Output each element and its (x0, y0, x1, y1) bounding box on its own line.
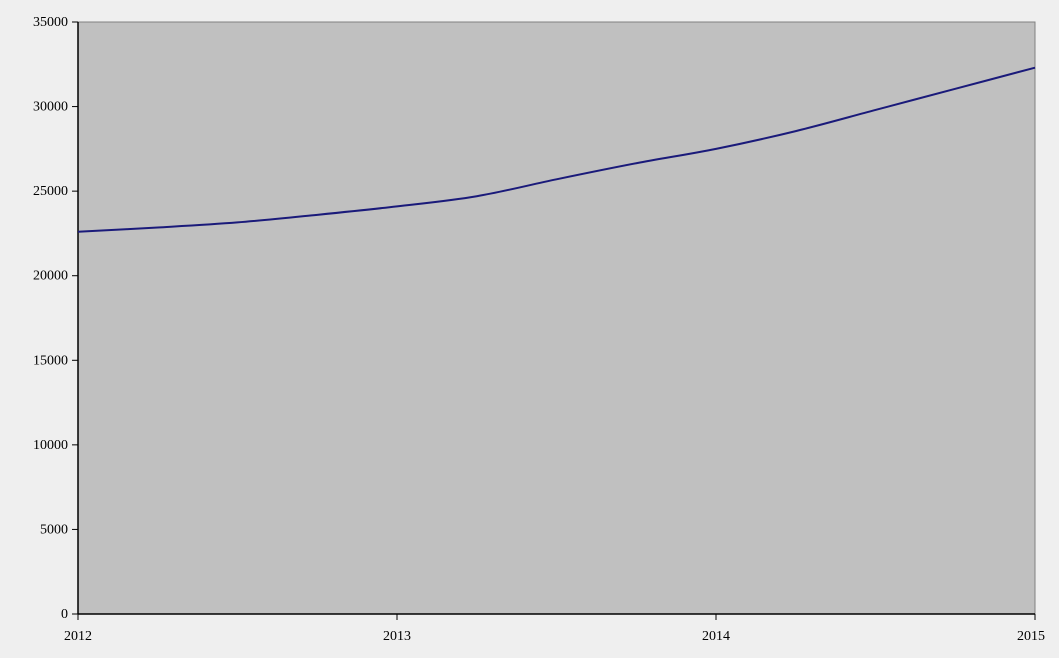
y-tick-label: 10000 (33, 438, 68, 453)
x-tick-label: 2013 (383, 629, 411, 644)
y-axis-ticks: 0 5000 10000 15000 20000 25000 30000 35000 (33, 15, 78, 622)
y-tick-label: 15000 (33, 353, 68, 368)
x-tick-label: 2015 (1017, 629, 1045, 644)
y-tick-label: 20000 (33, 269, 68, 284)
series-layer (77, 66, 1036, 233)
y-tick-label: 35000 (33, 15, 68, 30)
x-tick-label: 2014 (702, 629, 730, 644)
y-tick-label: 30000 (33, 100, 68, 115)
y-tick-label: 0 (61, 607, 68, 622)
series-line (77, 66, 1036, 233)
y-tick-label: 5000 (40, 522, 68, 537)
x-tick-label: 2012 (64, 629, 92, 644)
x-axis-ticks: 2012 2013 2014 2015 (64, 614, 1045, 644)
y-tick-label: 25000 (33, 184, 68, 199)
plot-area (77, 21, 1036, 615)
